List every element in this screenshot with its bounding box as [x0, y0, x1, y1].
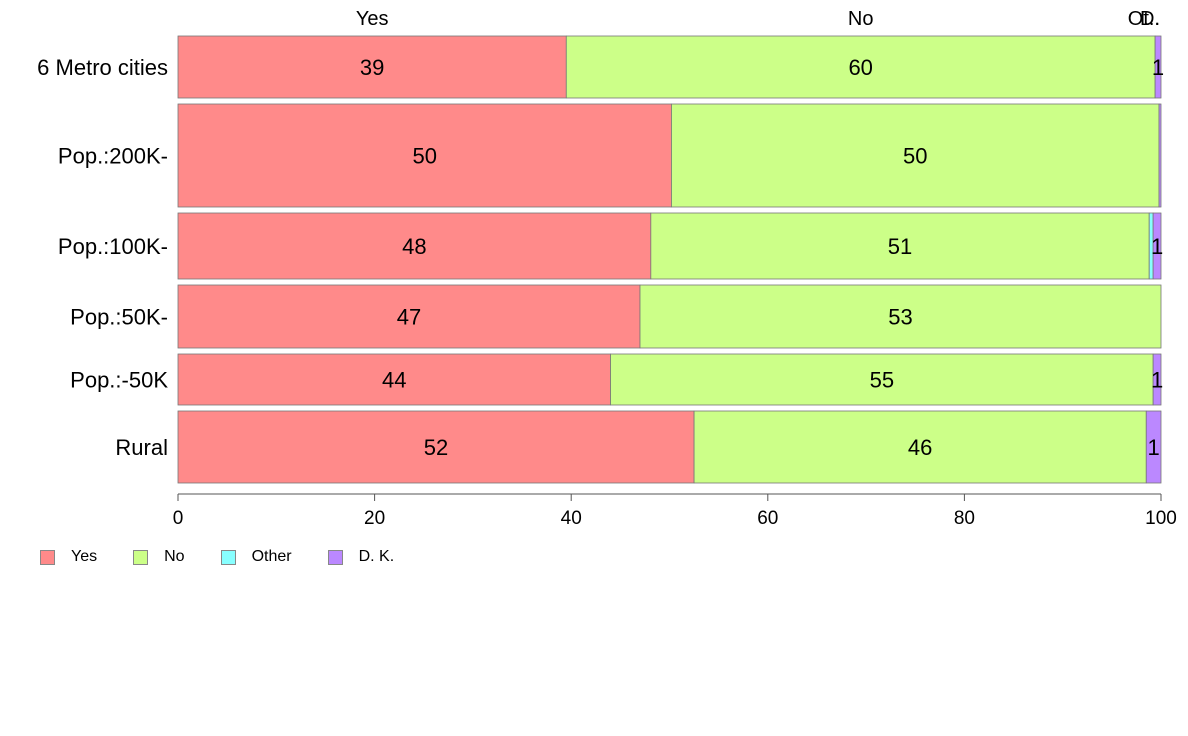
legend-item-other: Other [220, 548, 292, 566]
top-label-other: Ot.. [1128, 8, 1160, 30]
bar-rural-no [693, 410, 1147, 484]
legend-item-yes: Yes [40, 548, 97, 566]
legend: Yes No Other D. K. [40, 548, 430, 566]
bar-6-metro-cities-yes [177, 35, 567, 99]
legend-label: No [164, 548, 185, 565]
bar-rural-d-k [1145, 410, 1162, 484]
x-tick-label: 40 [561, 508, 582, 529]
x-tick-label: 20 [364, 508, 385, 529]
bar-pop-50k-d-k [1152, 353, 1162, 406]
data-label: 48 [402, 234, 426, 259]
bar-pop-200k-no [671, 103, 1160, 208]
data-label: 39 [360, 55, 384, 80]
bar-rural-yes [177, 410, 695, 484]
top-label-d-k: D. [1140, 8, 1160, 30]
data-label: 1 [1151, 234, 1163, 259]
bar-pop-50k-no [639, 284, 1162, 349]
category-label: Pop.:50K- [70, 305, 168, 330]
x-tick-label: 60 [757, 508, 778, 529]
data-label: 47 [397, 305, 421, 330]
data-label: 53 [888, 305, 912, 330]
x-tick-label: 80 [954, 508, 975, 529]
top-label-no: No [848, 8, 874, 30]
bar-6-metro-cities-no [565, 35, 1156, 99]
category-label: Rural [115, 435, 168, 460]
data-label: 52 [424, 435, 448, 460]
legend-label: D. K. [358, 548, 395, 565]
data-label: 44 [382, 368, 406, 393]
bar-pop-50k-no [610, 353, 1154, 406]
legend-item-d-k: D. K. [327, 548, 395, 566]
data-label: 1 [1152, 55, 1164, 80]
x-tick-label: 0 [173, 508, 184, 529]
bar-6-metro-cities-d-k [1154, 35, 1162, 99]
data-label: 46 [908, 435, 932, 460]
data-label: 55 [870, 368, 894, 393]
category-label: Pop.:-50K [70, 368, 168, 393]
bar-pop-100k-d-k [1152, 212, 1162, 280]
legend-swatch [133, 549, 149, 565]
bar-pop-50k-yes [177, 353, 611, 406]
legend-swatch [327, 549, 343, 565]
legend-label: Other [251, 548, 292, 565]
data-label: 1 [1151, 368, 1163, 393]
bar-pop-100k-no [650, 212, 1150, 280]
legend-label: Yes [71, 548, 98, 565]
legend-swatch [220, 549, 236, 565]
top-label-yes: Yes [356, 8, 389, 30]
category-label: 6 Metro cities [37, 55, 168, 80]
category-label: Pop.:200K- [58, 144, 168, 169]
data-label: 51 [888, 234, 912, 259]
legend-item-no: No [133, 548, 185, 566]
bar-pop-200k-d-k [1158, 103, 1162, 208]
x-tick-label: 100 [1145, 508, 1177, 529]
legend-swatch [40, 549, 55, 565]
data-label: 60 [848, 55, 872, 80]
data-label: 1 [1148, 435, 1160, 460]
bar-pop-50k-yes [177, 284, 641, 349]
data-label: 50 [412, 144, 436, 169]
category-label: Pop.:100K- [58, 234, 168, 259]
data-label: 50 [903, 144, 927, 169]
bar-pop-100k-yes [177, 212, 652, 280]
